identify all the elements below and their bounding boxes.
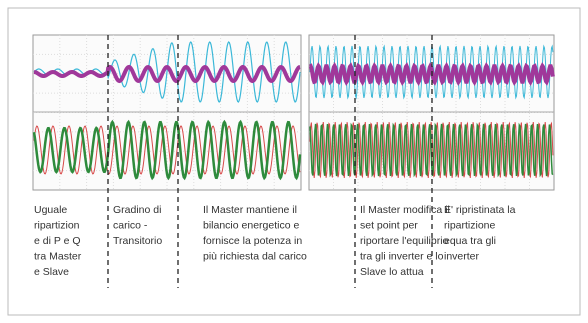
figure: Uguale ripartizion e di P e Q tra Master e S…: [0, 0, 588, 323]
annotation-line: ripartizion: [34, 220, 80, 232]
annotation-line: riportare l'equilibrio: [360, 235, 449, 247]
annotation-line: Il Master mantiene il: [203, 204, 297, 216]
annotation-line: Slave lo attua: [360, 266, 424, 278]
annotation-line: equa tra gli: [444, 235, 496, 247]
annotation-line: e di P e Q: [34, 235, 81, 247]
annotation-line: inverter: [444, 251, 480, 263]
annotation-line: ripartizione: [444, 220, 496, 232]
annotation-line: tra gli inverter e lo: [360, 251, 444, 263]
annotation-line: Il Master modifica il: [360, 204, 450, 216]
annotation-line: fornisce la potenza in: [203, 235, 302, 247]
annotation-line: Gradino di: [113, 204, 161, 216]
annotation-line: Transitorio: [113, 235, 162, 247]
annotation-line: bilancio energetico e: [203, 220, 299, 232]
annotation-line: più richiesta dal carico: [203, 251, 307, 263]
annotation-line: e Slave: [34, 266, 69, 278]
annotation-line: Uguale: [34, 204, 67, 216]
annotation-line: E' ripristinata la: [444, 204, 516, 216]
annotation-line: carico -: [113, 220, 148, 232]
annotation-line: set point per: [360, 220, 418, 232]
annotation-line: tra Master: [34, 251, 82, 263]
